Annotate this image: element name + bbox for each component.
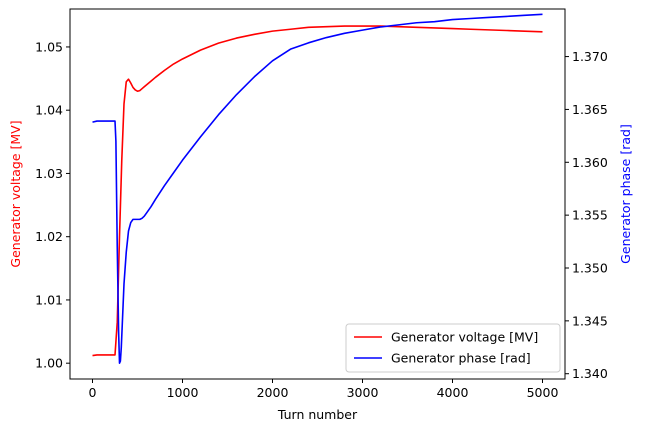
legend: Generator voltage [MV] Generator phase [… xyxy=(345,323,561,373)
legend-label-voltage: Generator voltage [MV] xyxy=(391,330,538,345)
y-left-axis-title: Generator voltage [MV] xyxy=(8,120,23,267)
y-left-tick-label: 1.05 xyxy=(35,39,63,54)
x-axis-ticks: 0 1000 2000 3000 4000 5000 xyxy=(89,379,559,400)
y-right-tick-label: 1.350 xyxy=(572,261,608,276)
series-line-voltage xyxy=(92,25,543,357)
y-left-tick-label: 1.02 xyxy=(35,229,63,244)
x-tick-label: 2000 xyxy=(257,385,289,400)
y-right-tick-label: 1.365 xyxy=(572,102,608,117)
series-line-phase xyxy=(92,13,543,364)
x-tick-label: 1000 xyxy=(167,385,199,400)
series-lines xyxy=(92,13,543,364)
x-tick-label: 5000 xyxy=(527,385,559,400)
y-right-axis-ticks: 1.340 1.345 1.350 1.355 1.360 1.365 1.370 xyxy=(565,49,608,381)
x-tick-label: 3000 xyxy=(347,385,379,400)
legend-label-phase: Generator phase [rad] xyxy=(391,351,531,366)
legend-box xyxy=(345,323,561,373)
y-right-tick-label: 1.370 xyxy=(572,49,608,64)
y-right-tick-label: 1.360 xyxy=(572,155,608,170)
y-left-tick-label: 1.01 xyxy=(35,292,63,307)
y-right-tick-label: 1.340 xyxy=(572,366,608,381)
y-left-tick-label: 1.03 xyxy=(35,166,63,181)
y-right-axis-title: Generator phase [rad] xyxy=(618,124,633,264)
x-tick-label: 0 xyxy=(89,385,97,400)
x-tick-label: 4000 xyxy=(437,385,469,400)
plot-frame xyxy=(69,8,566,380)
y-right-tick-label: 1.355 xyxy=(572,208,608,223)
y-left-tick-label: 1.00 xyxy=(35,356,63,371)
y-right-tick-label: 1.345 xyxy=(572,313,608,328)
y-left-axis-ticks: 1.00 1.01 1.02 1.03 1.04 1.05 xyxy=(35,39,70,371)
y-left-tick-label: 1.04 xyxy=(35,103,63,118)
plot-area xyxy=(69,8,566,380)
x-axis-title: Turn number xyxy=(277,407,358,422)
